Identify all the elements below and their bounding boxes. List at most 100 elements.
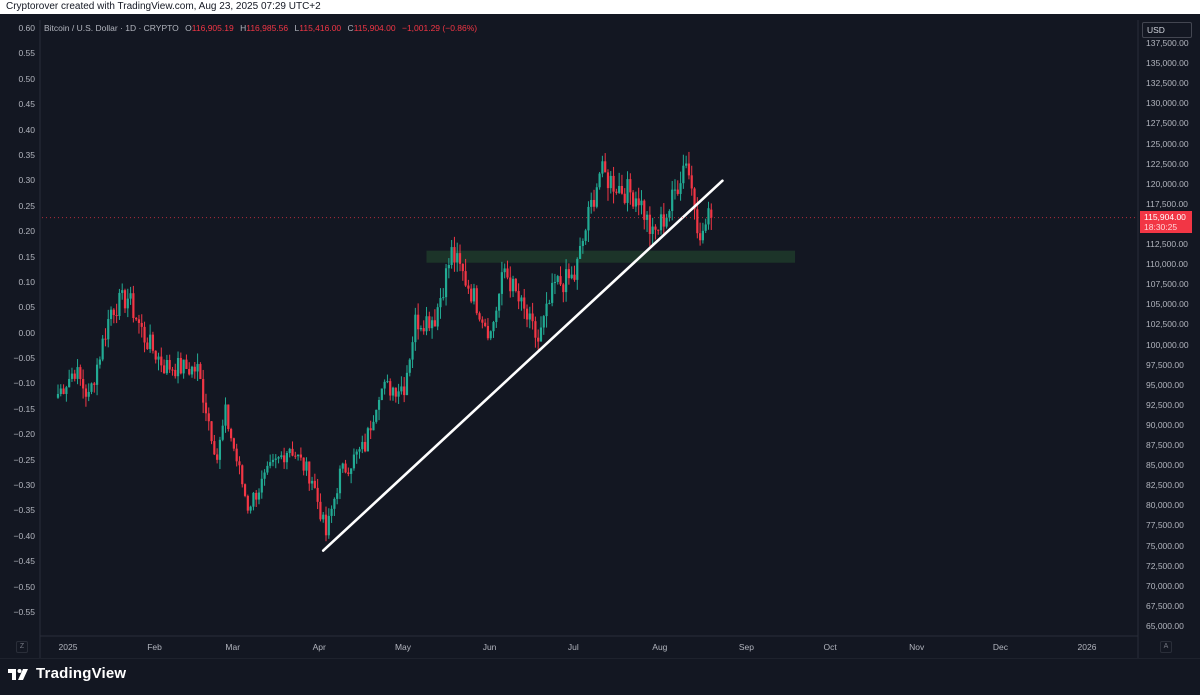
candle-body	[213, 441, 216, 455]
candle-body	[553, 281, 557, 283]
candle	[528, 306, 531, 329]
candle-body	[56, 394, 60, 398]
candle	[179, 352, 182, 375]
candle-body	[296, 454, 300, 457]
candle	[333, 497, 336, 516]
candle-body	[227, 404, 230, 430]
candle-body	[612, 175, 615, 192]
candle-body	[109, 309, 113, 320]
zoom-reset-button[interactable]: Z	[16, 641, 28, 653]
candle-body	[313, 480, 316, 488]
candle	[238, 456, 241, 475]
candle-body	[699, 233, 702, 241]
candle-body	[369, 428, 372, 431]
candle	[411, 336, 414, 368]
candle-body	[704, 224, 707, 231]
candle	[537, 329, 540, 350]
candle	[422, 320, 425, 335]
candle-body	[506, 268, 509, 278]
candle-body	[358, 449, 361, 452]
left-tick-label: 0.30	[18, 175, 35, 186]
candle-body	[366, 428, 369, 452]
candle	[347, 467, 350, 477]
candle-body	[207, 413, 210, 422]
candle-body	[151, 334, 155, 351]
left-tick-label: −0.20	[13, 429, 35, 440]
auto-scale-button[interactable]: A	[1160, 641, 1172, 653]
candle	[640, 190, 643, 215]
candle	[350, 468, 353, 484]
candle	[545, 292, 548, 328]
candle	[132, 285, 135, 323]
open-label: O	[185, 23, 192, 33]
candle-body	[685, 163, 688, 166]
candle-body	[696, 209, 699, 234]
candle	[313, 473, 316, 489]
candle-body	[316, 487, 319, 502]
candle-body	[710, 209, 713, 218]
candle-body	[285, 452, 289, 463]
candle	[581, 238, 584, 254]
left-tick-label: −0.45	[13, 556, 35, 567]
candle	[232, 437, 235, 452]
candle	[336, 487, 339, 505]
close-label: C	[347, 23, 354, 33]
candle-body	[288, 448, 291, 453]
candle-body	[542, 316, 545, 328]
candle-body	[280, 455, 283, 458]
trendline[interactable]	[321, 179, 724, 552]
price-tick-label: 100,000.00	[1146, 339, 1189, 350]
candle	[369, 420, 372, 440]
candle-body	[140, 322, 143, 327]
candle	[612, 166, 615, 204]
candle-body	[456, 253, 459, 263]
candle	[389, 378, 392, 401]
candle-body	[308, 461, 311, 484]
candle-body	[363, 441, 367, 452]
candle-body	[447, 265, 450, 269]
attribution-text: Cryptorover created with TradingView.com…	[6, 1, 321, 12]
candle	[252, 491, 255, 511]
left-tick-label: −0.50	[13, 581, 35, 592]
candle-body	[218, 439, 222, 460]
time-tick-label: Sep	[738, 642, 754, 652]
candle-body	[338, 468, 342, 494]
left-tick-label: −0.10	[13, 378, 35, 389]
support-zone[interactable]	[426, 250, 796, 263]
candle-body	[260, 478, 263, 493]
candle-body	[559, 276, 562, 285]
candle	[450, 239, 453, 269]
bar-countdown: 18:30:25	[1144, 222, 1178, 232]
candle-body	[576, 258, 579, 280]
tradingview-logo-icon	[8, 668, 28, 680]
candle-body	[659, 214, 663, 231]
candle	[302, 457, 305, 476]
candle	[553, 273, 557, 295]
left-tick-label: −0.25	[13, 454, 35, 465]
candle-body	[274, 458, 277, 460]
candle	[305, 457, 308, 476]
candle	[419, 325, 423, 332]
candle	[439, 288, 442, 319]
candle	[475, 285, 478, 316]
candle-body	[319, 501, 322, 520]
tradingview-logo[interactable]: TradingView	[8, 665, 126, 682]
candle	[453, 236, 456, 272]
high-label: H	[240, 23, 247, 33]
candle	[87, 383, 90, 402]
close-value: 115,904.00	[353, 23, 396, 33]
candle	[62, 384, 65, 395]
candle	[227, 404, 230, 432]
candle	[637, 187, 640, 216]
candle	[495, 306, 498, 328]
candle	[623, 188, 626, 205]
candle-body	[341, 463, 344, 469]
candle	[626, 171, 629, 212]
chart-frame[interactable]: Bitcoin / U.S. Dollar · 1D · CRYPTO O116…	[0, 14, 1200, 658]
candle-body	[179, 357, 182, 374]
currency-selector[interactable]: USD	[1142, 22, 1192, 38]
price-tick-label: 127,500.00	[1146, 118, 1189, 129]
candle	[673, 179, 677, 200]
left-tick-label: 0.05	[18, 302, 35, 313]
